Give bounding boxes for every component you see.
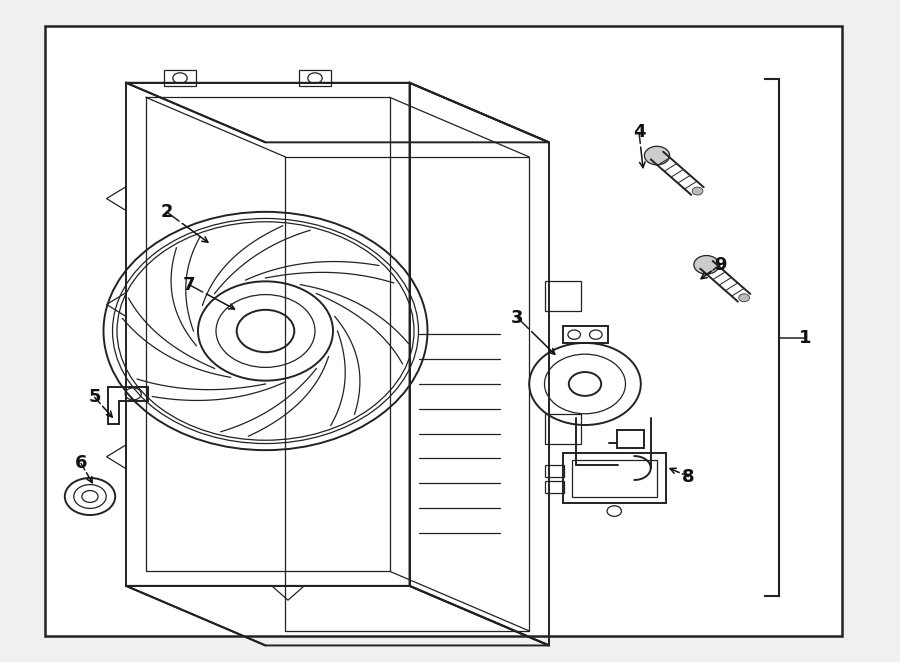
Bar <box>562 326 608 343</box>
Text: 4: 4 <box>633 123 645 142</box>
Circle shape <box>739 294 750 302</box>
Bar <box>544 414 580 444</box>
Text: 2: 2 <box>160 203 173 221</box>
Text: 1: 1 <box>799 328 812 347</box>
Text: 8: 8 <box>682 467 695 486</box>
Bar <box>45 26 842 636</box>
Bar <box>572 460 657 496</box>
Bar <box>544 481 564 493</box>
Text: 9: 9 <box>714 256 726 274</box>
Circle shape <box>692 187 703 195</box>
Text: 6: 6 <box>75 454 87 473</box>
Bar <box>164 70 196 86</box>
Bar <box>562 453 666 503</box>
Bar <box>299 70 331 86</box>
Text: 3: 3 <box>511 308 524 327</box>
Text: 5: 5 <box>88 388 101 406</box>
Text: 7: 7 <box>183 275 195 294</box>
Bar <box>544 281 580 311</box>
Bar <box>544 465 564 477</box>
Circle shape <box>694 256 719 274</box>
Circle shape <box>644 146 670 165</box>
Bar <box>616 430 643 448</box>
